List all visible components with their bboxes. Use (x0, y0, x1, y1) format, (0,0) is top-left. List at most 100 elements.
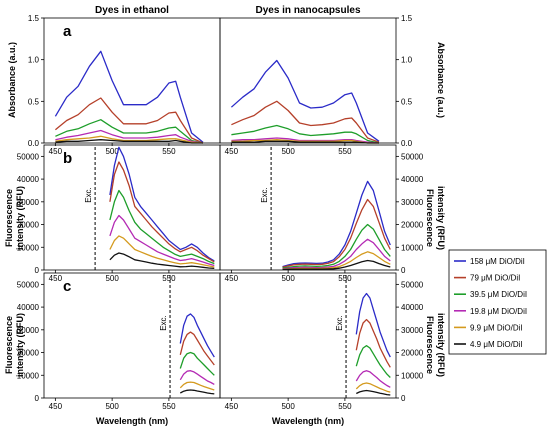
x-tick-label: 450 (49, 274, 63, 283)
series-line-3 (109, 214, 215, 267)
x-tick-label: 500 (281, 402, 295, 411)
y-label-fluorescence-c-right-line2: intensity (RFU) (436, 313, 446, 377)
panel-c-nano: 450 500 550 0 10000 20000 30000 40000 50000 Exc. (219, 272, 424, 411)
series-line-5 (231, 140, 379, 144)
series-line-5 (356, 389, 391, 396)
legend-entry: 39.5 μM DiO/DiI (470, 290, 527, 299)
series-line-4 (179, 381, 215, 391)
panel-a-nano: 450 500 550 0.0 0.5 1.0 1.5 (219, 14, 413, 156)
y-tick-label: 10000 (17, 243, 40, 252)
plot-frame (219, 17, 397, 144)
series-line-2 (179, 351, 215, 376)
y-tick-label: 0 (35, 266, 40, 275)
series-line-0 (109, 146, 215, 262)
series-line-2 (282, 223, 391, 269)
y-tick-label: 20000 (17, 221, 40, 230)
y-tick-label: 20000 (401, 221, 424, 230)
x-tick-label: 500 (105, 402, 119, 411)
x-tick-label: 500 (281, 274, 295, 283)
series-line-3 (179, 370, 215, 385)
y-tick-label: 40000 (17, 303, 40, 312)
series-line-2 (355, 345, 391, 378)
series-line-2 (109, 189, 215, 265)
x-tick-label: 450 (225, 402, 239, 411)
series-line-2 (55, 119, 204, 144)
series-line-3 (282, 238, 391, 270)
x-tick-label: 550 (338, 274, 352, 283)
column-title-nanocapsules: Dyes in nanocapsules (255, 5, 360, 16)
panel-label-a: a (63, 23, 72, 40)
y-tick-label: 0.0 (28, 139, 40, 148)
x-label-nanocapsules: Wavelength (nm) (272, 416, 344, 426)
series-line-1 (179, 331, 215, 366)
y-tick-label: 30000 (401, 198, 424, 207)
series-line-0 (282, 180, 391, 268)
x-tick-label: 550 (162, 274, 176, 283)
series-line-5 (55, 139, 203, 144)
y-label-fluorescence-b-right-line2: intensity (RFU) (436, 186, 446, 250)
y-label-absorbance-right: Absorbance (a.u.) (436, 42, 446, 118)
panel-label-b: b (63, 150, 72, 167)
y-tick-label: 0 (35, 394, 40, 403)
series-line-1 (54, 97, 204, 144)
panel-label-c: c (63, 278, 71, 295)
y-tick-label: 1.0 (401, 56, 413, 65)
series-line-2 (231, 124, 380, 144)
series-line-1 (109, 161, 215, 263)
excitation-label: Exc. (84, 187, 93, 203)
legend-entry: 4.9 μM DiO/DiI (470, 340, 523, 349)
panel-b-ethanol: 450 500 550 0 10000 20000 30000 40000 50000 b Exc. (17, 144, 221, 283)
excitation-label: Exc. (159, 315, 168, 331)
y-tick-label: 0.5 (401, 97, 413, 106)
series-line-4 (109, 235, 215, 268)
panel-c-ethanol: 450 500 550 0 10000 20000 30000 40000 50000 c Exc. (17, 272, 221, 411)
series-line-5 (282, 259, 391, 271)
plot-frame (219, 144, 397, 271)
column-title-ethanol: Dyes in ethanol (95, 5, 169, 16)
series-line-4 (282, 251, 391, 270)
x-tick-label: 500 (105, 274, 119, 283)
series-line-1 (231, 100, 380, 143)
x-tick-label: 550 (338, 147, 352, 156)
legend-entry: 158 μM DiO/DiI (470, 257, 525, 266)
x-tick-label: 450 (49, 147, 63, 156)
excitation-label: Exc. (335, 315, 344, 331)
y-label-fluorescence-b-left-line1: Fluorescence (4, 189, 14, 247)
y-tick-label: 0.5 (28, 97, 40, 106)
legend: 158 μM DiO/DiI 79 μM DiO/DiI 39.5 μM DiO/D… (448, 249, 547, 355)
y-tick-label: 30000 (401, 326, 424, 335)
y-tick-label: 30000 (17, 198, 40, 207)
y-tick-label: 10000 (401, 243, 424, 252)
series-line-3 (231, 137, 380, 144)
legend-box (448, 249, 547, 355)
series-line-4 (231, 139, 379, 144)
y-label-fluorescence-c-left-line1: Fluorescence (4, 316, 14, 374)
y-tick-label: 20000 (17, 349, 40, 358)
y-tick-label: 0 (401, 394, 406, 403)
panel-b-nano: 450 500 550 0 10000 20000 30000 40000 50000 Exc. (219, 144, 424, 283)
x-tick-label: 550 (338, 402, 352, 411)
y-tick-label: 50000 (17, 152, 40, 161)
legend-entry: 19.8 μM DiO/DiI (470, 307, 527, 316)
series-line-4 (355, 382, 391, 393)
y-tick-label: 40000 (401, 303, 424, 312)
series-line-5 (109, 252, 215, 270)
y-tick-label: 40000 (17, 175, 40, 184)
series-line-0 (230, 59, 380, 142)
y-tick-label: 30000 (17, 326, 40, 335)
y-tick-label: 40000 (401, 175, 424, 184)
y-label-fluorescence-b-left-line2: intensity (RFU) (15, 186, 25, 250)
x-tick-label: 450 (225, 147, 239, 156)
legend-entry: 79 μM DiO/DiI (470, 274, 520, 283)
y-tick-label: 10000 (17, 371, 40, 380)
series-line-0 (179, 313, 215, 358)
series-line-3 (355, 370, 391, 388)
legend-entry: 9.9 μM DiO/DiI (470, 323, 523, 332)
y-label-fluorescence-c-left-line2: intensity (RFU) (15, 313, 25, 377)
series-line-0 (355, 292, 391, 358)
y-label-fluorescence-c-right-line1: Fluorescence (425, 316, 435, 374)
x-tick-label: 550 (162, 402, 176, 411)
y-tick-label: 1.5 (401, 14, 413, 23)
